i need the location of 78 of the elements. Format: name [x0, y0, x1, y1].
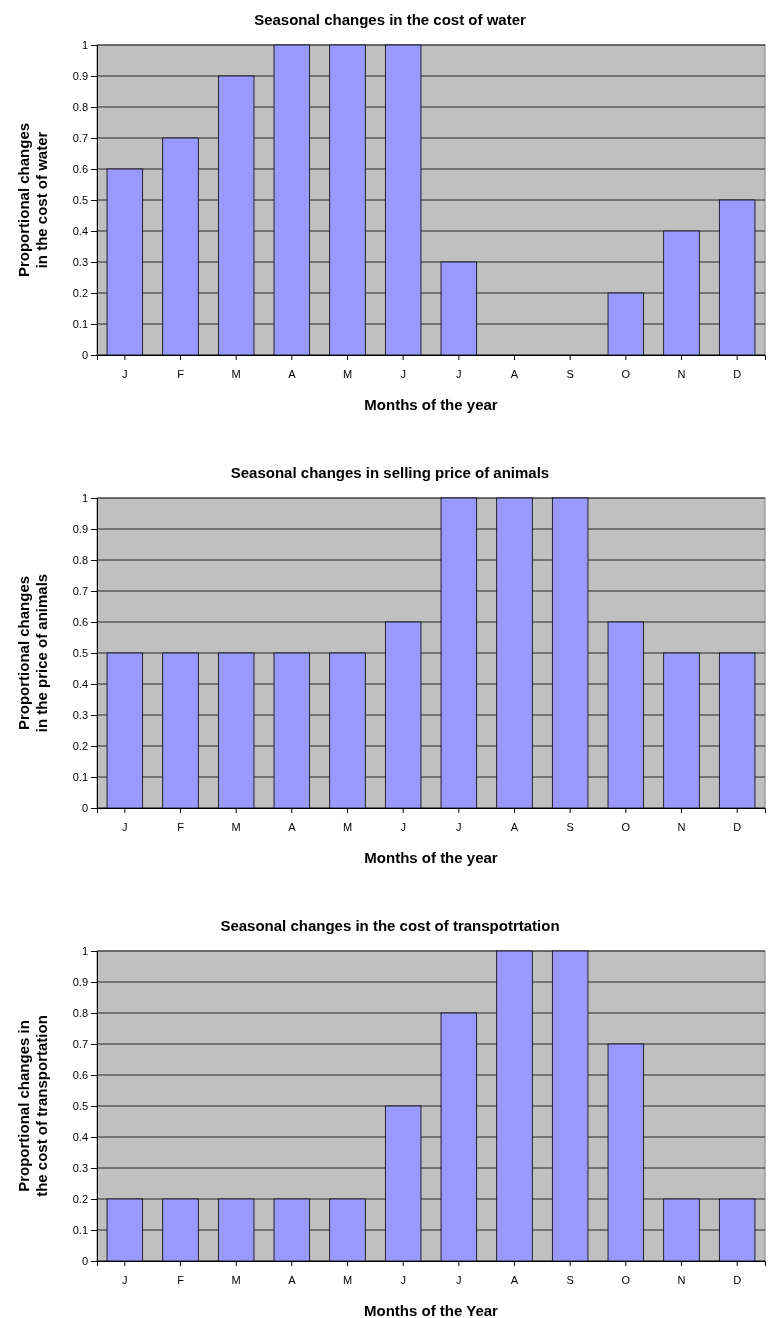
y-tick-label: 0.1 — [72, 771, 88, 784]
x-tick-label: J — [400, 367, 406, 380]
y-tick-label: 0.3 — [72, 256, 88, 269]
x-tick-label: J — [456, 1273, 462, 1286]
y-tick-label: 0.9 — [72, 523, 88, 536]
y-tick-label: 0 — [81, 349, 88, 362]
y-tick-label: 0.1 — [72, 1224, 88, 1237]
y-tick-label: 0.3 — [72, 709, 88, 722]
y-tick-label: 0.5 — [72, 194, 88, 207]
y-tick-label: 0.5 — [72, 647, 88, 660]
x-tick-label: J — [456, 367, 462, 380]
y-tick-label: 0 — [81, 802, 88, 815]
y-tick-label: 0.8 — [72, 1007, 88, 1020]
x-tick-label: N — [677, 820, 686, 833]
x-tick-label: O — [621, 820, 631, 833]
y-tick-label: 0.3 — [72, 1162, 88, 1175]
x-tick-label: A — [510, 1273, 519, 1286]
x-tick-label: F — [177, 820, 185, 833]
y-tick-label: 0.2 — [72, 740, 88, 753]
x-axis-title: Months of the Year — [364, 1302, 499, 1318]
x-tick-label: M — [342, 820, 353, 833]
x-tick-label: J — [456, 820, 462, 833]
x-tick-label: D — [733, 367, 742, 380]
x-tick-label: O — [621, 1273, 631, 1286]
x-tick-label: A — [288, 820, 297, 833]
x-tick-label: O — [621, 367, 631, 380]
chart-title: Seasonal changes in the cost of transpotrtation — [220, 917, 560, 934]
y-tick-label: 0.6 — [72, 1069, 88, 1082]
y-tick-label: 0.9 — [72, 976, 88, 989]
x-tick-label: A — [510, 367, 519, 380]
y-tick-label: 0.9 — [72, 70, 88, 83]
x-tick-label: N — [677, 1273, 686, 1286]
x-tick-label: A — [510, 820, 519, 833]
x-tick-label: D — [733, 820, 742, 833]
x-tick-label: J — [400, 1273, 406, 1286]
x-tick-label: J — [400, 820, 406, 833]
x-tick-label: D — [733, 1273, 742, 1286]
y-tick-label: 0.8 — [72, 554, 88, 567]
x-tick-label: S — [566, 1273, 574, 1286]
chart-title: Seasonal changes in the cost of water — [254, 11, 527, 28]
y-tick-label: 0.2 — [72, 1193, 88, 1206]
x-tick-label: F — [177, 367, 185, 380]
y-tick-label: 1 — [81, 39, 88, 52]
x-tick-label: J — [122, 1273, 128, 1286]
y-tick-label: 0.5 — [72, 1100, 88, 1113]
x-tick-label: M — [342, 1273, 353, 1286]
x-tick-label: M — [231, 1273, 241, 1286]
y-axis-title: Proportional changes in the price of animals — [14, 573, 50, 733]
y-tick-label: 0.6 — [72, 616, 88, 629]
x-tick-label: A — [288, 367, 297, 380]
y-tick-label: 0.7 — [72, 585, 88, 598]
x-axis-title: Months of the year — [364, 849, 498, 866]
y-axis-title: Proportional changes in the cost of water — [14, 122, 50, 278]
chart-title: Seasonal changes in selling price of animals — [230, 464, 550, 481]
x-axis-title: Months of the year — [364, 396, 498, 413]
x-tick-label: A — [288, 1273, 297, 1286]
y-tick-label: 0.6 — [72, 163, 88, 176]
x-tick-label: M — [231, 820, 241, 833]
x-tick-label: F — [177, 1273, 185, 1286]
x-tick-label: J — [122, 820, 128, 833]
x-tick-label: N — [677, 367, 686, 380]
x-tick-label: S — [566, 367, 574, 380]
x-tick-label: M — [342, 367, 353, 380]
x-tick-label: M — [231, 367, 241, 380]
y-tick-label: 0.4 — [72, 678, 88, 691]
x-tick-label: S — [566, 820, 574, 833]
x-tick-label: J — [122, 367, 128, 380]
y-tick-label: 0.8 — [72, 101, 88, 114]
y-tick-label: 1 — [81, 945, 88, 958]
y-axis-title: Proportional changes in the cost of transportation — [14, 1015, 50, 1197]
y-tick-label: 0.7 — [72, 132, 88, 145]
y-tick-label: 0.2 — [72, 287, 88, 300]
y-tick-label: 0.4 — [72, 225, 88, 238]
y-tick-label: 0 — [81, 1255, 88, 1268]
y-tick-label: 0.4 — [72, 1131, 88, 1144]
y-tick-label: 0.7 — [72, 1038, 88, 1051]
y-tick-label: 1 — [81, 492, 88, 505]
y-tick-label: 0.1 — [72, 318, 88, 331]
